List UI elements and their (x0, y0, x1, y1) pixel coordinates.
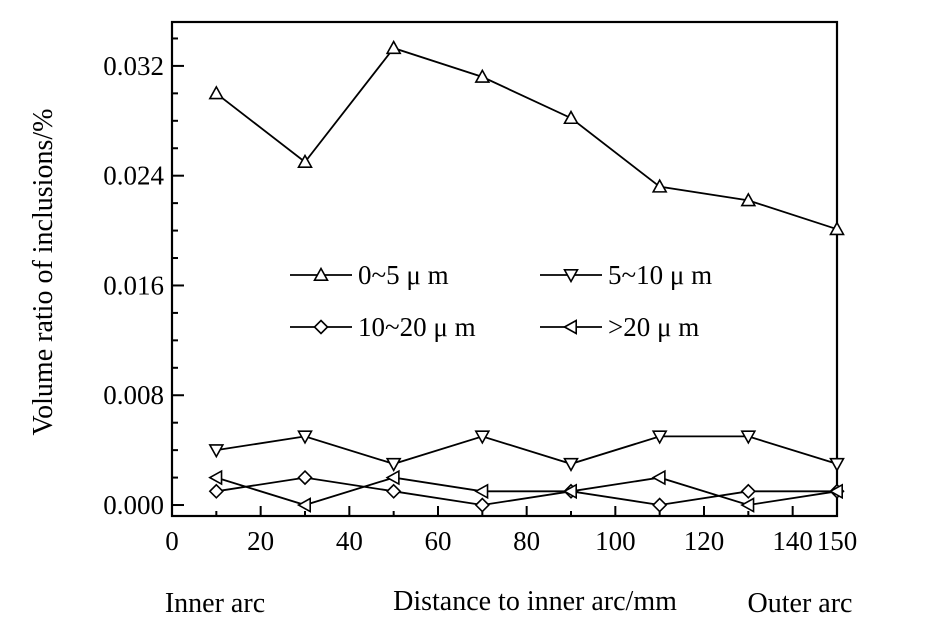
y-tick-label: 0.024 (103, 161, 164, 191)
x-tick-label: 40 (336, 526, 363, 556)
legend-label: >20 μ m (608, 312, 699, 342)
y-tick-label: 0.032 (103, 51, 164, 81)
triangle-left-marker (562, 319, 578, 335)
triangle-down-marker (297, 430, 313, 445)
series-group (208, 39, 845, 513)
triangle-up-marker (474, 68, 491, 83)
series-1 (208, 39, 845, 236)
triangle-up-marker (563, 109, 579, 125)
y-tick-label: 0.016 (103, 270, 164, 300)
y-axis: 0.000 0.008 0.016 0.024 0.032 (103, 37, 184, 520)
legend-item: 10~20 μ m (290, 312, 476, 342)
x-axis-title: Distance to inner arc/mm (393, 586, 677, 617)
triangle-down-marker (208, 444, 225, 459)
triangle-left-marker (651, 469, 666, 486)
x-tick-label: 100 (595, 526, 636, 556)
triangle-up-marker (208, 85, 225, 100)
triangle-left-marker (208, 469, 223, 486)
plot-frame (170, 20, 839, 518)
legend-item: 0~5 μ m (290, 260, 449, 290)
diamond-marker (313, 319, 329, 335)
triangle-down-marker (474, 430, 491, 445)
triangle-left-marker (562, 483, 578, 500)
series-2 (208, 430, 845, 473)
x-axis-title-left: Inner arc (165, 588, 265, 619)
triangle-down-marker (385, 457, 402, 473)
y-tick-label: 0.000 (103, 490, 164, 520)
triangle-left-marker (828, 483, 844, 500)
series-line (215, 47, 838, 231)
legend: 0~5 μ m 5~10 μ m 10~20 μ m >20 μ m (290, 260, 712, 342)
triangle-down-marker (563, 268, 579, 284)
triangle-up-marker (651, 178, 668, 193)
series-4 (208, 469, 844, 513)
y-tick-label: 0.008 (103, 380, 164, 410)
triangle-down-marker (651, 430, 668, 445)
triangle-up-marker (740, 192, 757, 207)
triangle-left-marker (385, 469, 400, 486)
triangle-up-marker (297, 153, 313, 168)
series-3 (208, 469, 845, 513)
x-tick-label: 140 (772, 526, 813, 556)
diamond-marker (208, 483, 224, 499)
triangle-left-marker (474, 483, 489, 500)
y-axis-title: Volume ratio of inclusions/% (28, 109, 59, 436)
legend-item: 5~10 μ m (540, 260, 712, 290)
legend-item: >20 μ m (540, 312, 699, 342)
triangle-left-marker (740, 497, 755, 513)
triangle-down-marker (829, 457, 845, 473)
legend-label: 5~10 μ m (608, 260, 712, 290)
x-axis: 0 20 40 60 80 100 120 140 150 (165, 506, 857, 556)
x-tick-label: 80 (513, 526, 540, 556)
legend-label: 0~5 μ m (358, 260, 449, 290)
diamond-marker (386, 483, 402, 499)
triangle-left-marker (296, 497, 312, 513)
triangle-up-marker (829, 221, 845, 236)
diamond-marker (740, 483, 756, 499)
diamond-marker (474, 497, 490, 513)
triangle-down-marker (563, 457, 579, 473)
diamond-marker (652, 497, 668, 513)
triangle-up-marker (313, 266, 329, 282)
series-line (216, 476, 837, 506)
x-tick-label: 20 (247, 526, 274, 556)
x-tick-label: 120 (684, 526, 725, 556)
series-line (216, 476, 838, 506)
x-tick-label: 0 (165, 526, 179, 556)
x-axis-title-right: Outer arc (748, 588, 853, 619)
diamond-marker (297, 469, 313, 486)
x-tick-label: 150 (817, 526, 858, 556)
legend-label: 10~20 μ m (358, 312, 476, 342)
series-line (216, 435, 838, 465)
triangle-up-marker (385, 39, 402, 55)
triangle-down-marker (740, 430, 757, 445)
x-tick-label: 60 (425, 526, 452, 556)
